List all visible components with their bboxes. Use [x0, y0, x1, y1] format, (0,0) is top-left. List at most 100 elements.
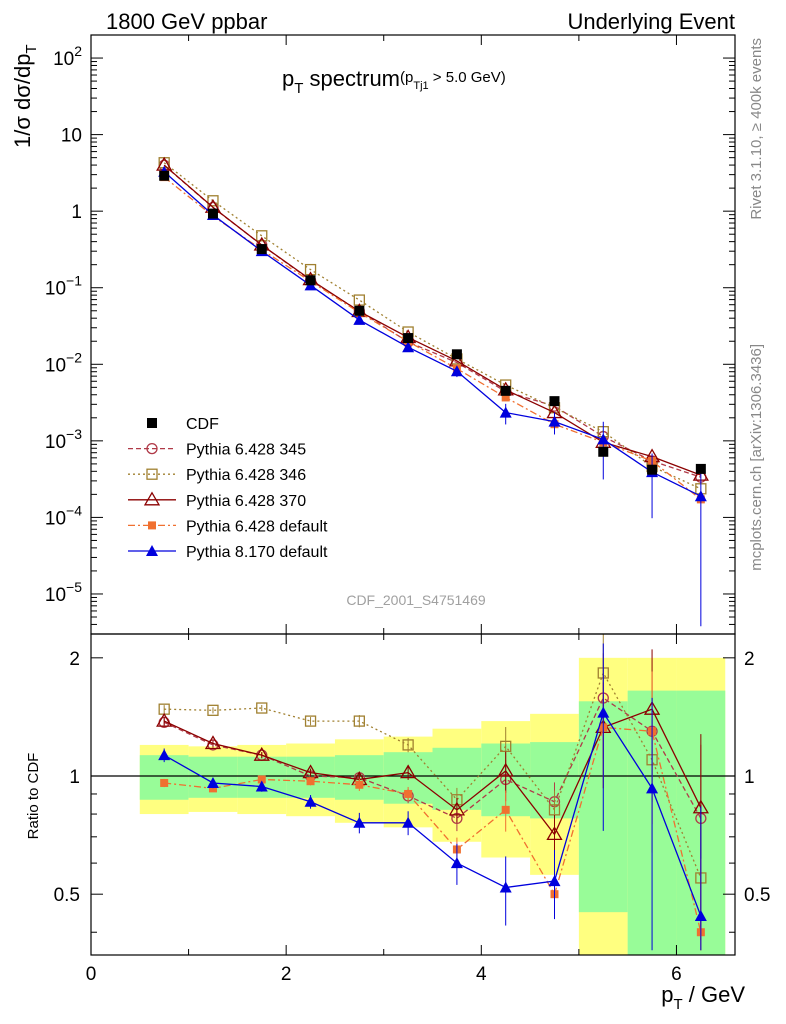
spectrum-series	[156, 156, 709, 627]
data-point	[647, 464, 658, 475]
series-line-ratio	[163, 697, 702, 820]
series-point-ratio	[399, 764, 417, 779]
y-tick-label-top: 10−4	[45, 502, 82, 529]
y-tick-label-top: 10−5	[45, 579, 82, 606]
plot-title: pT spectrum(pTj1 > 5.0 GeV)	[282, 66, 506, 97]
series-point-ratio	[500, 740, 512, 752]
series-point-ratio	[448, 801, 466, 816]
series-line-top	[163, 162, 702, 490]
axis-tick-labels: 0 2 4 6 102 10 1 10−1 10−2 10−3 10−4 10−5 0.5 0.5 1 1 2 2	[45, 43, 771, 985]
series-point-ratio	[206, 776, 219, 788]
data-point	[159, 170, 170, 181]
series-point-ratio	[694, 909, 707, 921]
series-point-ratio	[353, 816, 366, 828]
data-point	[549, 396, 560, 407]
series-point-ratio	[548, 875, 561, 887]
series-point-ratio	[450, 857, 463, 869]
legend-label: Pythia 6.428 default	[186, 518, 328, 535]
data-point	[354, 305, 365, 316]
uncertainty-bands	[139, 657, 726, 955]
rivet-version-label: Rivet 3.1.10, ≥ 400k events	[748, 38, 765, 220]
series-point-ratio	[306, 777, 315, 786]
data-point	[695, 463, 706, 474]
legend-label: Pythia 6.428 346	[186, 467, 306, 484]
legend-marker	[148, 521, 156, 530]
series-point-ratio	[158, 749, 171, 761]
series-point-top	[207, 195, 219, 207]
legend: CDF Pythia 6.428 345 Pythia 6.428 346 Pythi…	[128, 416, 328, 561]
data-point	[207, 208, 218, 219]
series-point-ratio	[207, 704, 219, 716]
data-point	[305, 275, 316, 286]
y-tick-label-ratio: 2	[69, 649, 80, 670]
series-point-top	[256, 230, 268, 242]
x-tick-label: 4	[476, 964, 487, 985]
series-line-ratio	[164, 726, 702, 933]
legend-marker	[147, 418, 157, 428]
header-left-label: 1800 GeV ppbar	[106, 9, 267, 34]
y-axis-label-ratio: Ratio to CDF	[25, 753, 42, 840]
series-point-ratio	[546, 826, 563, 841]
legend-label: Pythia 8.170 default	[186, 544, 328, 561]
y-tick-label-top: 10−1	[45, 273, 82, 300]
data-point	[500, 385, 511, 396]
y-tick-label-top: 10−2	[45, 349, 82, 376]
legend-marker	[146, 468, 158, 480]
y-tick-label-ratio: 0.5	[54, 885, 80, 906]
analysis-watermark: CDF_2001_S4751469	[346, 592, 486, 608]
series-point-ratio	[304, 715, 317, 727]
series-point-ratio	[160, 778, 169, 787]
y-tick-label-ratio-right: 1	[744, 767, 755, 788]
series-point-ratio	[548, 804, 561, 816]
series-point-ratio	[404, 789, 413, 798]
series-point-ratio	[353, 715, 365, 727]
series-point-ratio	[253, 746, 270, 761]
x-axis-label: pT / GeV	[661, 982, 745, 1013]
series-point-ratio	[646, 782, 659, 794]
ratio-series	[156, 634, 709, 951]
y-tick-label-ratio: 1	[69, 767, 80, 788]
legend-marker	[146, 545, 158, 556]
series-point-ratio	[355, 780, 364, 789]
series-point-ratio	[402, 816, 415, 828]
legend-label: CDF	[186, 416, 219, 433]
ratio-panel-frame	[90, 633, 736, 956]
data-point	[256, 244, 267, 255]
y-tick-label-ratio-right: 2	[744, 649, 755, 670]
data-point	[451, 349, 462, 360]
y-tick-label-top: 1	[71, 202, 82, 223]
series-line-top	[163, 164, 702, 476]
x-tick-label: 2	[281, 964, 292, 985]
data-point	[598, 446, 609, 457]
series-point-ratio	[402, 739, 414, 751]
y-tick-label-top: 102	[53, 43, 82, 70]
series-point-ratio	[304, 795, 317, 807]
series-point-ratio	[256, 702, 268, 714]
legend-label: Pythia 6.428 345	[186, 442, 306, 459]
uncertainty-band-inner	[139, 755, 189, 800]
data-point	[403, 333, 414, 344]
y-axis-label-top: 1/σ dσ/dpT	[10, 44, 40, 148]
series-point-top	[501, 393, 510, 402]
series-line-top	[163, 164, 702, 478]
axis-ticks	[90, 34, 735, 955]
x-tick-label: 6	[671, 964, 682, 985]
series-point-ratio	[204, 735, 222, 750]
series-point-ratio	[499, 881, 512, 893]
x-tick-label: 0	[86, 964, 97, 985]
series-point-ratio	[257, 775, 266, 784]
series-line-top	[163, 171, 702, 497]
y-tick-label-top: 10−3	[45, 426, 82, 453]
series-point-ratio	[208, 784, 217, 793]
series-point-ratio	[156, 712, 173, 727]
legend-marker	[143, 491, 161, 506]
series-point-top	[304, 263, 317, 276]
mcplots-reference-label: mcplots.cern.ch [arXiv:1306.3436]	[748, 344, 765, 571]
series-line-ratio	[163, 711, 702, 917]
header-right-label: Underlying Event	[567, 9, 735, 34]
series-line-top	[163, 176, 702, 500]
legend-marker	[146, 442, 158, 455]
series-point-ratio	[255, 780, 268, 792]
series-point-ratio	[501, 805, 510, 814]
